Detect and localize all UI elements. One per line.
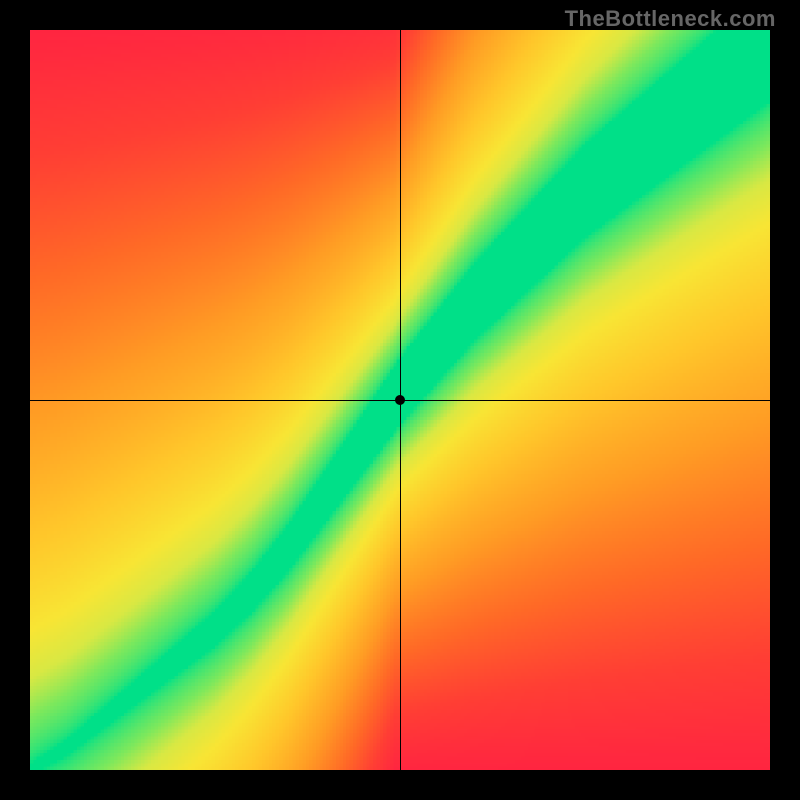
bottleneck-heatmap	[30, 30, 770, 770]
watermark-text: TheBottleneck.com	[565, 6, 776, 32]
crosshair-marker	[395, 395, 405, 405]
